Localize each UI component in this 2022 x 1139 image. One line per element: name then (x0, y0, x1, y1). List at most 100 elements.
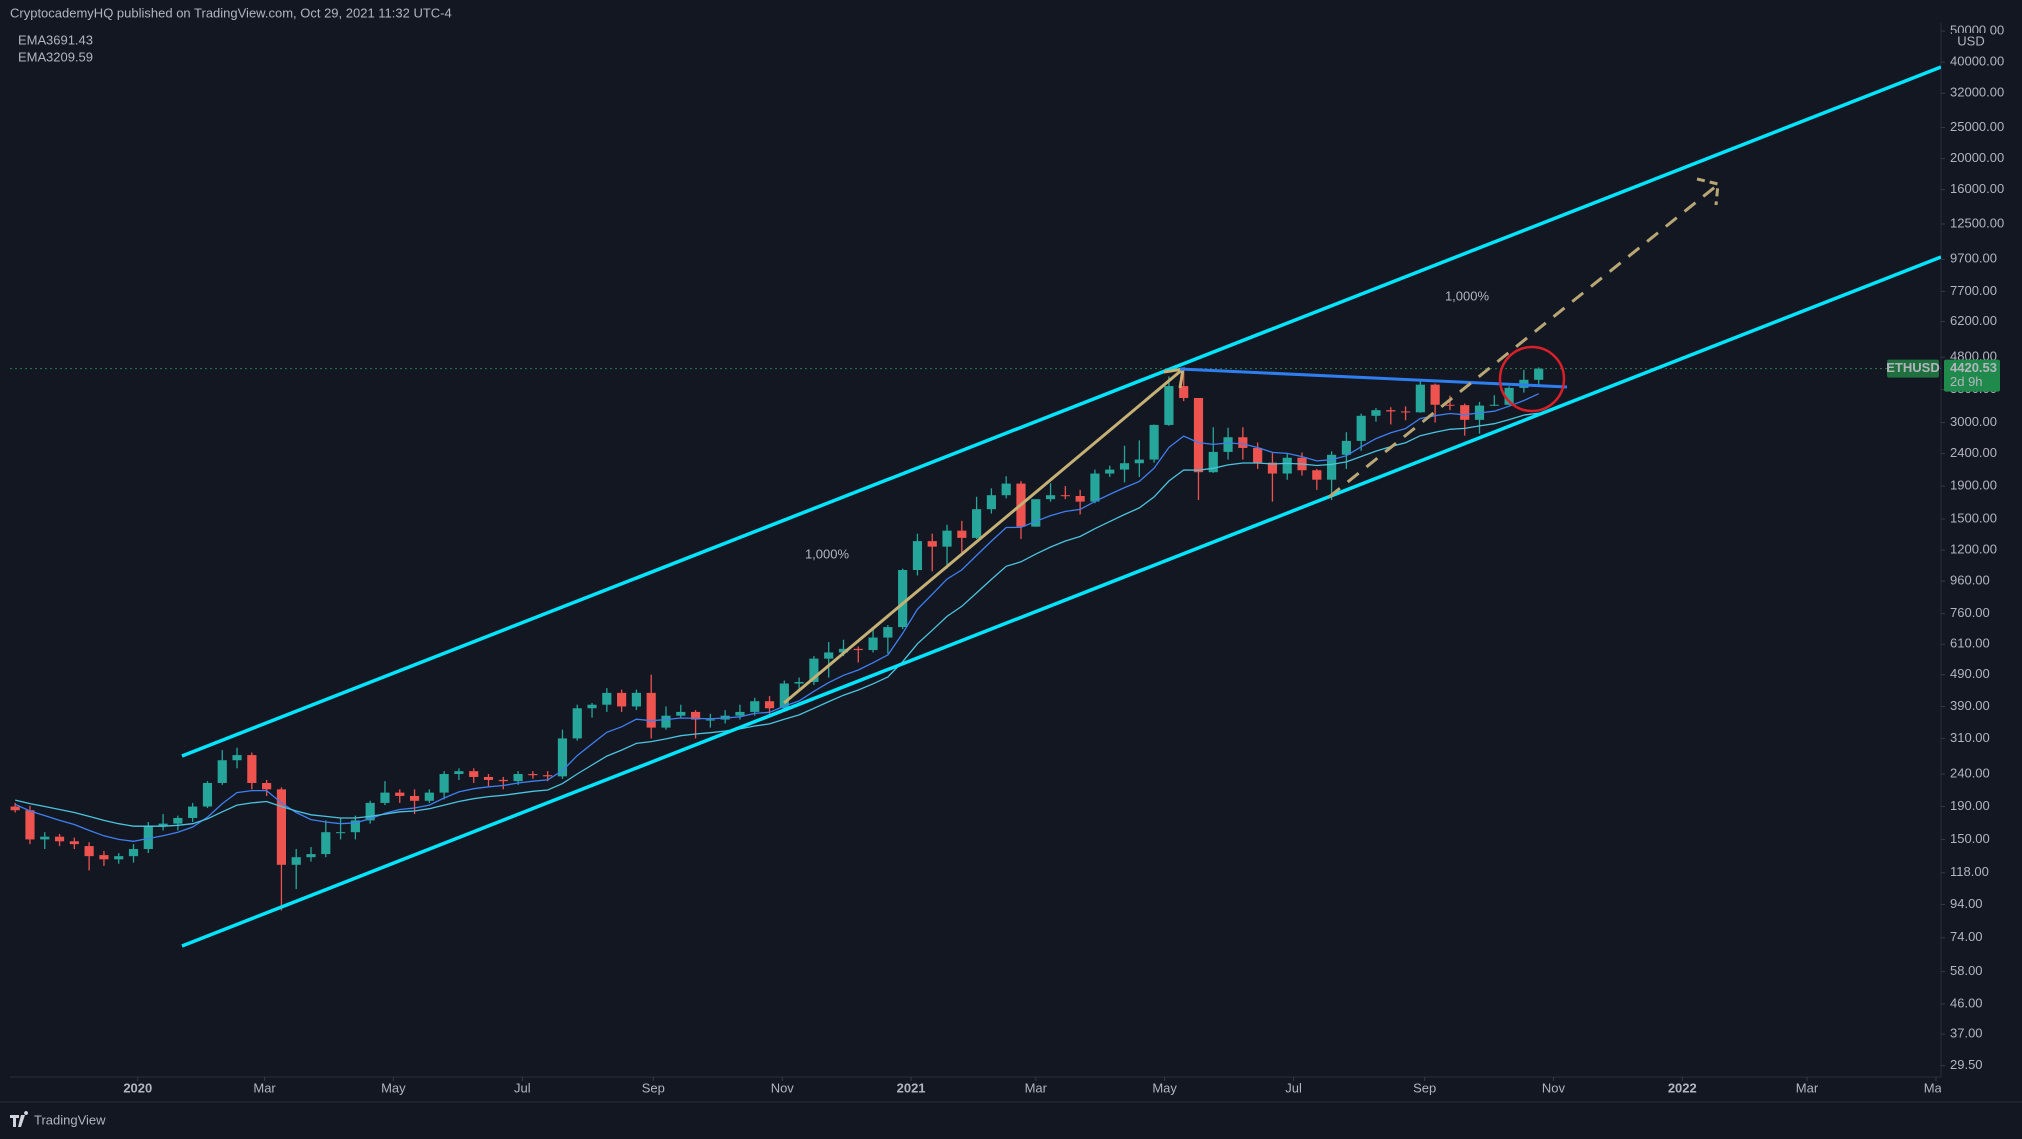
candle-body (1253, 447, 1263, 463)
candle-body (380, 792, 390, 803)
candle-body (424, 792, 434, 801)
candle-body (247, 755, 257, 784)
plot (10, 367, 1941, 911)
x-tick-label: 2020 (123, 1080, 152, 1095)
candle-body (1400, 411, 1411, 413)
candle-body (1193, 397, 1204, 473)
y-tick-label: 37.00 (1950, 1026, 1983, 1041)
logo-icon (10, 1111, 29, 1127)
candle-body (912, 541, 923, 570)
y-tick-label: 12500.00 (1950, 215, 2004, 230)
candle-body (617, 692, 627, 707)
candle-body (143, 826, 153, 850)
candle-body (986, 495, 996, 510)
y-tick-label: 9700.00 (1950, 251, 1997, 266)
symbol-box (1887, 359, 1939, 378)
candle-body (232, 755, 242, 761)
y-tick-label: 390.00 (1950, 698, 1990, 713)
candle-body (1534, 368, 1544, 380)
candle-body (1031, 499, 1041, 527)
x-tick-label: Mar (253, 1080, 276, 1095)
candle-body (809, 658, 819, 682)
y-tick-label: 20000.00 (1950, 150, 2004, 165)
candle-body (1356, 415, 1366, 441)
symbol: ETHUSD (1886, 360, 1939, 375)
y-tick-label: 190.00 (1950, 798, 1990, 813)
y-tick-label: 6200.00 (1950, 313, 1997, 328)
candle-body (898, 569, 908, 628)
candle-body (335, 832, 346, 834)
y-tick-label: 610.00 (1950, 636, 1990, 651)
candle-body (1504, 387, 1514, 405)
time-axis: 2020 Mar May Jul Sep Nov 2021 Mar May Jul Sep Nov 20… (123, 1077, 1941, 1095)
last-price-box (1944, 359, 2000, 392)
ema-line (15, 412, 1539, 827)
candle-body (1312, 470, 1322, 480)
candle-body (1179, 386, 1189, 398)
candle-body (469, 771, 479, 777)
candle-body (779, 683, 789, 709)
candle-body (705, 719, 715, 721)
candle-body (868, 637, 878, 651)
footer: TradingView (34, 1112, 106, 1127)
currency: USD (1957, 33, 1984, 48)
candle-body (824, 652, 834, 659)
candle-body (513, 774, 523, 782)
y-tick-label: 3000.00 (1950, 414, 1997, 429)
candle-body (10, 806, 20, 811)
y-tick-label: 960.00 (1950, 573, 1990, 588)
x-tick-label: Jul (514, 1080, 531, 1095)
candle-body (1105, 469, 1115, 474)
y-tick-label: 2400.00 (1950, 445, 1997, 460)
candle-body (1386, 410, 1396, 412)
candle-body (1430, 384, 1440, 405)
x-tick-label: Sep (1413, 1080, 1436, 1095)
legend-name: EMA (18, 49, 47, 64)
candle-body (1134, 459, 1144, 464)
candle-body (173, 817, 183, 824)
candle-body (838, 648, 849, 653)
candle-body (853, 648, 863, 651)
y-tick-label: 490.00 (1950, 666, 1990, 681)
channel-lower (181, 255, 1941, 948)
projection-arrow-head (1696, 177, 1720, 206)
candle-body (217, 760, 227, 784)
candle-body (1060, 495, 1070, 497)
candle-body (543, 775, 553, 777)
candle-body (262, 783, 272, 790)
x-tick-label: 2021 (897, 1080, 926, 1095)
candle-body (631, 692, 641, 707)
candle-body (1371, 410, 1381, 416)
candle-body (602, 692, 612, 705)
candle-body (572, 708, 582, 739)
candle-body (661, 715, 671, 728)
x-tick-label: Mar (1025, 1080, 1048, 1095)
candle-body (1327, 454, 1337, 480)
x-tick-label: May (381, 1080, 406, 1095)
annotation: 1,000% (805, 546, 850, 561)
candle-body (1238, 437, 1248, 448)
candle-body (276, 789, 287, 865)
x-tick-label: Nov (771, 1080, 795, 1095)
y-tick-label: 118.00 (1950, 864, 1989, 879)
candle-body (395, 792, 405, 796)
move-arrow (783, 367, 1184, 705)
candle-body (1090, 473, 1100, 502)
candle-body (202, 783, 213, 807)
x-tick-label: 2022 (1668, 1080, 1697, 1095)
candle-body (40, 836, 50, 840)
header: CryptocademyHQ published on TradingView.… (10, 5, 452, 20)
candle-body (69, 841, 79, 845)
candle-body (735, 711, 745, 716)
candle-body (794, 681, 804, 684)
candle-body (1460, 405, 1470, 420)
ema-line (14, 393, 1539, 842)
y-tick-label: 760.00 (1950, 605, 1990, 620)
candle-body (1001, 483, 1011, 496)
x-tick-label: Mar (1796, 1080, 1819, 1095)
candle-body (1075, 495, 1085, 502)
highlight-circle (1498, 345, 1566, 413)
candle-body (528, 774, 538, 776)
candle-body (25, 810, 35, 840)
